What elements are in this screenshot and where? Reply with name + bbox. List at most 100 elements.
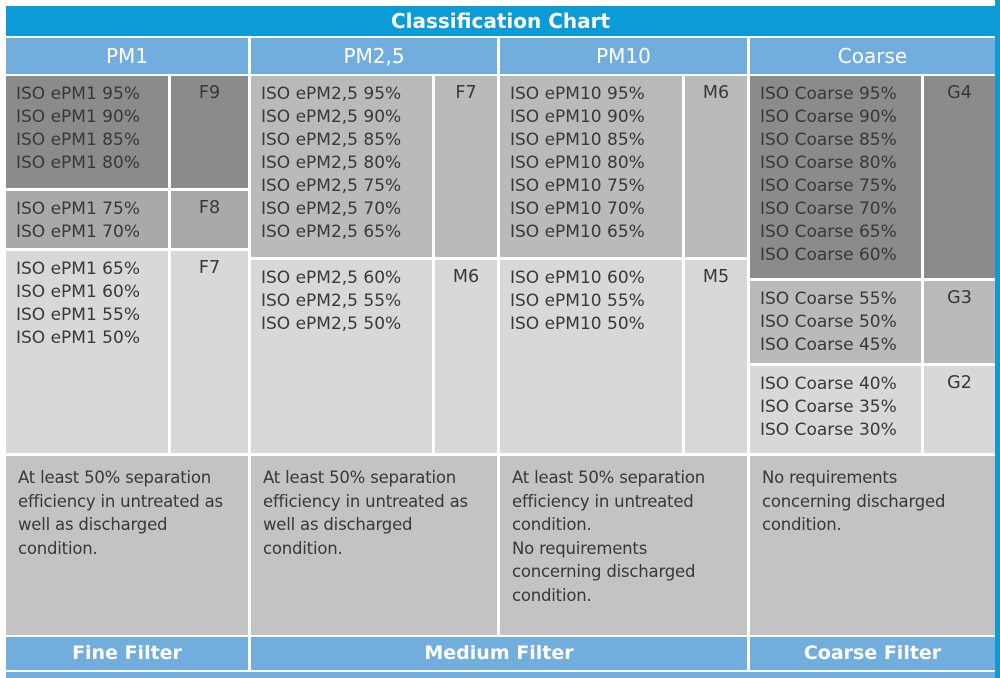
iso-rating-item: ISO ePM1 80% bbox=[16, 153, 140, 173]
column-header-coarse: Coarse bbox=[750, 38, 995, 74]
chart-title: Classification Chart bbox=[6, 6, 995, 36]
iso-rating-item: ISO ePM1 60% bbox=[16, 282, 140, 302]
iso-rating-item: ISO ePM2,5 90% bbox=[261, 107, 402, 127]
class-group-m6-pm25: ISO ePM2,5 60% ISO ePM2,5 55% ISO ePM2,5 5… bbox=[251, 260, 497, 453]
class-group-g4-coarse: ISO Coarse 95% ISO Coarse 90% ISO Coarse 8… bbox=[750, 76, 995, 278]
filter-class-label: F7 bbox=[435, 76, 497, 257]
iso-rating-item: ISO Coarse 55% bbox=[760, 289, 897, 309]
iso-rating-item: ISO ePM10 60% bbox=[510, 268, 645, 288]
filter-category-footer: Fine Filter Medium Filter Coarse Filter bbox=[6, 637, 995, 670]
iso-rating-item: ISO ePM10 80% bbox=[510, 153, 645, 173]
footer-finefilter: Fine Filter bbox=[6, 637, 248, 670]
requirements-row: At least 50% separation efficiency in un… bbox=[6, 456, 995, 635]
iso-rating-item: ISO ePM2,5 85% bbox=[261, 130, 402, 150]
iso-rating-item: ISO Coarse 60% bbox=[760, 245, 897, 265]
filter-class-label: F8 bbox=[171, 191, 248, 248]
iso-rating-list: ISO ePM1 75% ISO ePM1 70% bbox=[6, 191, 168, 248]
class-group-f8-pm1: ISO ePM1 75% ISO ePM1 70% F8 bbox=[6, 191, 248, 248]
iso-rating-item: ISO ePM2,5 80% bbox=[261, 153, 402, 173]
column-body-coarse: ISO Coarse 95% ISO Coarse 90% ISO Coarse 8… bbox=[750, 76, 995, 453]
iso-rating-list: ISO ePM10 60% ISO ePM10 55% ISO ePM10 50% bbox=[500, 260, 682, 453]
column-header-pm25: PM2,5 bbox=[251, 38, 497, 74]
iso-rating-item: ISO Coarse 75% bbox=[760, 176, 897, 196]
iso-rating-item: ISO ePM10 55% bbox=[510, 291, 645, 311]
column-body-pm10: ISO ePM10 95% ISO ePM10 90% ISO ePM10 85% I… bbox=[500, 76, 747, 453]
iso-rating-list: ISO Coarse 40% ISO Coarse 35% ISO Coarse 3… bbox=[750, 366, 921, 453]
iso-rating-item: ISO Coarse 45% bbox=[760, 335, 897, 355]
iso-rating-item: ISO ePM10 75% bbox=[510, 176, 645, 196]
iso-rating-item: ISO ePM10 50% bbox=[510, 314, 645, 334]
iso-rating-item: ISO ePM10 85% bbox=[510, 130, 645, 150]
footer-coarsefilter: Coarse Filter bbox=[750, 637, 995, 670]
class-group-f7-pm1: ISO ePM1 65% ISO ePM1 60% ISO ePM1 55% ISO … bbox=[6, 251, 248, 453]
iso-rating-item: ISO ePM2,5 65% bbox=[261, 222, 402, 242]
filter-class-label: M6 bbox=[435, 260, 497, 453]
iso-rating-item: ISO ePM2,5 75% bbox=[261, 176, 402, 196]
requirements-note-text: At least 50% separation efficiency in un… bbox=[263, 468, 468, 558]
iso-rating-list: ISO ePM2,5 60% ISO ePM2,5 55% ISO ePM2,5 5… bbox=[251, 260, 432, 453]
filter-class-label: M6 bbox=[685, 76, 747, 257]
iso-rating-list: ISO ePM1 95% ISO ePM1 90% ISO ePM1 85% ISO … bbox=[6, 76, 168, 188]
class-group-f7-pm25: ISO ePM2,5 95% ISO ePM2,5 90% ISO ePM2,5 8… bbox=[251, 76, 497, 257]
filter-class-label: F7 bbox=[171, 251, 248, 453]
iso-rating-item: ISO Coarse 85% bbox=[760, 130, 897, 150]
iso-rating-list: ISO ePM10 95% ISO ePM10 90% ISO ePM10 85% I… bbox=[500, 76, 682, 257]
iso-rating-item: ISO ePM1 75% bbox=[16, 199, 140, 219]
iso-rating-item: ISO ePM10 90% bbox=[510, 107, 645, 127]
classification-chart-table: Classification Chart PM1 PM2,5 PM10 Coarse … bbox=[6, 6, 995, 678]
filter-class-label: G4 bbox=[924, 76, 995, 278]
iso-rating-item: ISO ePM10 65% bbox=[510, 222, 645, 242]
iso-rating-list: ISO ePM1 65% ISO ePM1 60% ISO ePM1 55% ISO … bbox=[6, 251, 168, 453]
filter-class-label: M5 bbox=[685, 260, 747, 453]
filter-class-label: G2 bbox=[924, 366, 995, 453]
iso-rating-item: ISO ePM2,5 95% bbox=[261, 84, 402, 104]
requirements-note-pm25: At least 50% separation efficiency in un… bbox=[251, 456, 497, 635]
iso-rating-item: ISO ePM2,5 60% bbox=[261, 268, 402, 288]
iso-rating-item: ISO ePM1 90% bbox=[16, 107, 140, 127]
iso-rating-item: ISO Coarse 70% bbox=[760, 199, 897, 219]
class-group-m6-pm10: ISO ePM10 95% ISO ePM10 90% ISO ePM10 85% I… bbox=[500, 76, 747, 257]
iso-rating-list: ISO ePM2,5 95% ISO ePM2,5 90% ISO ePM2,5 8… bbox=[251, 76, 432, 257]
iso-rating-item: ISO Coarse 35% bbox=[760, 397, 897, 417]
iso-rating-item: ISO ePM2,5 50% bbox=[261, 314, 402, 334]
iso-rating-item: ISO Coarse 65% bbox=[760, 222, 897, 242]
column-header-pm1: PM1 bbox=[6, 38, 248, 74]
right-edge-accent-bar bbox=[995, 0, 1000, 678]
iso-rating-item: ISO Coarse 90% bbox=[760, 107, 897, 127]
iso-rating-list: ISO Coarse 55% ISO Coarse 50% ISO Coarse 4… bbox=[750, 281, 921, 363]
requirements-note-pm1: At least 50% separation efficiency in un… bbox=[6, 456, 248, 635]
iso-rating-item: ISO ePM2,5 70% bbox=[261, 199, 402, 219]
requirements-note-text: No requirements concerning discharged co… bbox=[762, 468, 946, 534]
iso-rating-list: ISO Coarse 95% ISO Coarse 90% ISO Coarse 8… bbox=[750, 76, 921, 278]
column-header-pm10: PM10 bbox=[500, 38, 747, 74]
iso-rating-item: ISO ePM10 70% bbox=[510, 199, 645, 219]
iso-rating-item: ISO Coarse 95% bbox=[760, 84, 897, 104]
class-group-m5-pm10: ISO ePM10 60% ISO ePM10 55% ISO ePM10 50% M… bbox=[500, 260, 747, 453]
iso-rating-item: ISO Coarse 40% bbox=[760, 374, 897, 394]
iso-rating-item: ISO ePM1 55% bbox=[16, 305, 140, 325]
bottom-accent-strip bbox=[6, 672, 995, 678]
iso-rating-item: ISO ePM1 85% bbox=[16, 130, 140, 150]
requirements-note-text: At least 50% separation efficiency in un… bbox=[18, 468, 223, 558]
iso-rating-item: ISO ePM1 65% bbox=[16, 259, 140, 279]
iso-rating-item: ISO ePM1 50% bbox=[16, 328, 140, 348]
iso-rating-item: ISO Coarse 30% bbox=[760, 420, 897, 440]
iso-rating-item: ISO Coarse 50% bbox=[760, 312, 897, 332]
column-body-pm25: ISO ePM2,5 95% ISO ePM2,5 90% ISO ePM2,5 8… bbox=[251, 76, 497, 453]
filter-class-label: G3 bbox=[924, 281, 995, 363]
iso-rating-item: ISO ePM2,5 55% bbox=[261, 291, 402, 311]
footer-mediumfilter: Medium Filter bbox=[251, 637, 747, 670]
requirements-note-text: At least 50% separation efficiency in un… bbox=[512, 468, 706, 534]
class-group-f9-pm1: ISO ePM1 95% ISO ePM1 90% ISO ePM1 85% ISO … bbox=[6, 76, 248, 188]
filter-class-label: F9 bbox=[171, 76, 248, 188]
iso-rating-item: ISO ePM1 70% bbox=[16, 222, 140, 242]
iso-rating-item: ISO Coarse 80% bbox=[760, 153, 897, 173]
class-group-g2-coarse: ISO Coarse 40% ISO Coarse 35% ISO Coarse 3… bbox=[750, 366, 995, 453]
class-group-g3-coarse: ISO Coarse 55% ISO Coarse 50% ISO Coarse 4… bbox=[750, 281, 995, 363]
iso-rating-item: ISO ePM1 95% bbox=[16, 84, 140, 104]
requirements-note-coarse: No requirements concerning discharged co… bbox=[750, 456, 995, 635]
requirements-note-pm10: At least 50% separation efficiency in un… bbox=[500, 456, 747, 635]
column-body-pm1: ISO ePM1 95% ISO ePM1 90% ISO ePM1 85% ISO … bbox=[6, 76, 248, 453]
iso-rating-item: ISO ePM10 95% bbox=[510, 84, 645, 104]
